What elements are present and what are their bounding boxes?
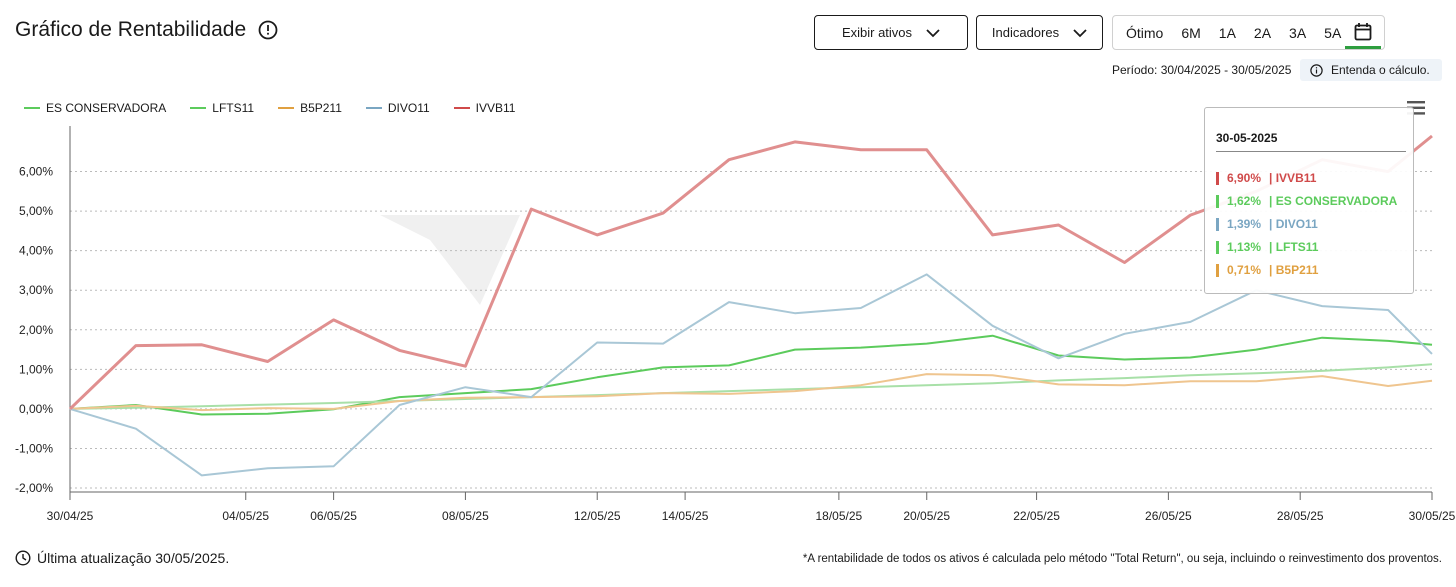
- tooltip-swatch: [1216, 240, 1219, 254]
- period-2a[interactable]: 2A: [1253, 24, 1272, 41]
- series-line-lfts11: [69, 363, 1433, 410]
- legend-item[interactable]: IVVB11: [453, 101, 516, 115]
- tooltip-row: 1,13% | LFTS11: [1216, 240, 1318, 254]
- x-tick-label: 14/05/25: [662, 509, 709, 523]
- tooltip-swatch: [1216, 263, 1219, 277]
- period-5a[interactable]: 5A: [1324, 24, 1342, 41]
- legend-swatch: [278, 107, 295, 109]
- tooltip-series: | B5P211: [1269, 263, 1319, 277]
- tooltip-row: 1,39% | DIVO11: [1216, 217, 1318, 231]
- tooltip-series: | DIVO11: [1269, 217, 1318, 231]
- clock-icon: [15, 550, 31, 566]
- period-otimo[interactable]: Ótimo: [1126, 24, 1164, 41]
- period-selector: Ótimo 6M 1A 2A 3A 5A: [1112, 15, 1385, 50]
- x-tick-label: 26/05/25: [1145, 509, 1192, 523]
- tooltip-swatch: [1216, 217, 1219, 231]
- x-tick-label: 08/05/25: [442, 509, 489, 523]
- chevron-down-icon: [1073, 28, 1087, 37]
- legend-label: B5P211: [300, 101, 342, 115]
- tooltip-value: 1,39%: [1227, 217, 1262, 231]
- last-update: Última atualização 30/05/2025.: [15, 550, 229, 566]
- explain-calc-label: Entenda o cálculo.: [1331, 63, 1430, 77]
- y-tick-label: -2,00%: [15, 481, 53, 495]
- chart-legend: ES CONSERVADORA LFTS11 B5P211 DIVO11 IVV…: [24, 101, 515, 115]
- tooltip-value: 6,90%: [1227, 171, 1262, 185]
- period-6m[interactable]: 6M: [1181, 24, 1201, 41]
- legend-swatch: [24, 107, 40, 109]
- watermark-shape: [380, 215, 520, 305]
- x-tick-label: 06/05/25: [310, 509, 357, 523]
- legend-label: LFTS11: [212, 101, 255, 115]
- chevron-down-icon: [926, 28, 940, 37]
- y-tick-label: -1,00%: [15, 441, 53, 455]
- legend-label: IVVB11: [475, 101, 516, 115]
- legend-swatch: [365, 107, 382, 109]
- page-title: Gráfico de Rentabilidade: [15, 18, 247, 41]
- x-tick-label: 18/05/25: [816, 509, 863, 523]
- chart-tooltip: 30-05-2025 6,90% | IVVB11 1,62% | ES CONSE…: [1204, 107, 1414, 294]
- tooltip-swatch: [1216, 194, 1219, 208]
- x-tick-label: 20/05/25: [903, 509, 950, 523]
- tooltip-divider: [1216, 151, 1406, 152]
- legend-item[interactable]: B5P211: [278, 101, 342, 115]
- legend-item[interactable]: ES CONSERVADORA: [24, 101, 166, 115]
- x-tick-label: 12/05/25: [574, 509, 621, 523]
- tooltip-row: 6,90% | IVVB11: [1216, 171, 1316, 185]
- series-line-divo11: [69, 273, 1433, 477]
- legend-item[interactable]: LFTS11: [190, 101, 254, 115]
- period-1a[interactable]: 1A: [1218, 24, 1236, 41]
- info-icon[interactable]: [258, 20, 278, 40]
- tooltip-series: | IVVB11: [1269, 171, 1317, 185]
- explain-calc-button[interactable]: Entenda o cálculo.: [1300, 59, 1442, 81]
- period-range: Período: 30/04/2025 - 30/05/2025: [1112, 63, 1292, 77]
- y-tick-label: 1,00%: [19, 362, 53, 376]
- x-tick-label: 30/05/25: [1409, 509, 1456, 523]
- calendar-icon[interactable]: [1345, 16, 1381, 49]
- series-line-es-conservadora: [69, 334, 1433, 416]
- legend-label: DIVO11: [387, 101, 430, 115]
- show-assets-button[interactable]: Exibir ativos: [814, 15, 968, 50]
- tooltip-value: 1,13%: [1227, 240, 1262, 254]
- x-tick-label: 30/04/25: [47, 509, 94, 523]
- last-update-text: Última atualização 30/05/2025.: [37, 550, 230, 566]
- x-tick-label: 22/05/25: [1013, 509, 1060, 523]
- show-assets-label: Exibir ativos: [841, 25, 913, 40]
- indicators-label: Indicadores: [991, 25, 1060, 40]
- x-tick-label: 04/05/25: [222, 509, 269, 523]
- performance-chart: -2,00% -1,00% 0,00% 1,00% 2,00% 3,00% 4,00% 5,0…: [15, 126, 1456, 523]
- period-3a[interactable]: 3A: [1289, 24, 1307, 41]
- legend-swatch: [190, 107, 207, 109]
- chart-menu-icon[interactable]: [1406, 99, 1426, 117]
- tooltip-row: 0,71% | B5P211: [1216, 263, 1318, 277]
- tooltip-value: 0,71%: [1227, 263, 1262, 277]
- y-tick-label: 2,00%: [19, 323, 53, 337]
- legend-swatch: [453, 107, 470, 109]
- tooltip-row: 1,62% | ES CONSERVADORA: [1216, 194, 1397, 208]
- info-icon: [1310, 63, 1323, 77]
- legend-item[interactable]: DIVO11: [365, 101, 430, 115]
- tooltip-swatch: [1216, 171, 1219, 185]
- tooltip-series: | ES CONSERVADORA: [1269, 194, 1398, 208]
- series-line-b5p211: [69, 373, 1433, 412]
- tooltip-series: | LFTS11: [1269, 240, 1319, 254]
- y-tick-label: 0,00%: [19, 402, 53, 416]
- y-tick-label: 6,00%: [19, 165, 53, 179]
- tooltip-value: 1,62%: [1227, 194, 1262, 208]
- indicators-button[interactable]: Indicadores: [976, 15, 1103, 50]
- y-tick-label: 4,00%: [19, 244, 53, 258]
- x-tick-label: 28/05/25: [1277, 509, 1324, 523]
- footnote: *A rentabilidade de todos os ativos é ca…: [802, 553, 1442, 565]
- title-area: Gráfico de Rentabilidade: [15, 18, 278, 42]
- y-tick-label: 5,00%: [19, 204, 53, 218]
- watermark-logo: [380, 215, 520, 305]
- tooltip-date: 30-05-2025: [1216, 131, 1278, 145]
- legend-label: ES CONSERVADORA: [46, 101, 167, 115]
- y-tick-label: 3,00%: [19, 283, 53, 297]
